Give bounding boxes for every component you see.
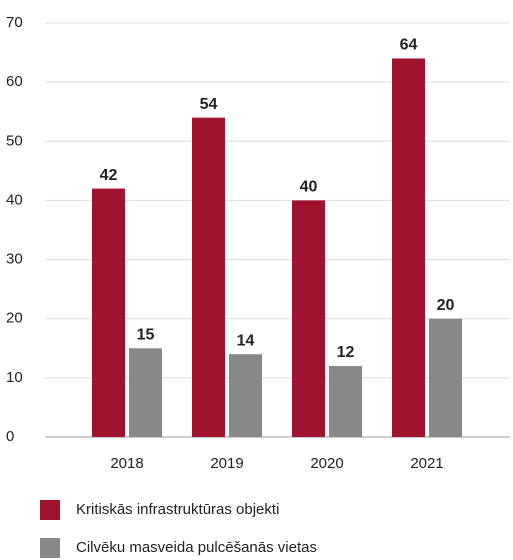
y-tick-label: 20 [6,310,23,327]
x-tick-label: 2021 [410,455,443,472]
legend-label: Kritiskās infrastruktūras objekti [76,501,279,518]
value-label: 15 [137,327,155,344]
value-label: 20 [437,297,455,314]
value-label: 40 [300,179,318,196]
bar [392,58,425,437]
value-label: 64 [400,37,418,54]
bar [229,354,262,437]
x-tick-label: 2019 [210,455,243,472]
y-tick-label: 70 [6,14,23,31]
bar [129,348,162,437]
value-label: 14 [237,332,255,349]
x-tick-label: 2020 [310,455,343,472]
bar [92,188,125,437]
bar [429,318,462,437]
bar [329,366,362,437]
bar [192,117,225,437]
legend-swatch [40,500,60,520]
bar [292,200,325,437]
y-tick-label: 0 [6,428,14,445]
value-label: 42 [100,167,118,184]
y-tick-label: 40 [6,191,23,208]
y-tick-label: 10 [6,369,23,386]
y-tick-label: 50 [6,132,23,149]
y-tick-label: 30 [6,251,23,268]
y-tick-label: 60 [6,73,23,90]
legend-swatch [40,538,60,558]
x-tick-label: 2018 [110,455,143,472]
value-label: 54 [200,96,218,113]
legend-label: Cilvēku masveida pulcēšanās vietas [76,539,317,556]
value-label: 12 [337,344,355,361]
